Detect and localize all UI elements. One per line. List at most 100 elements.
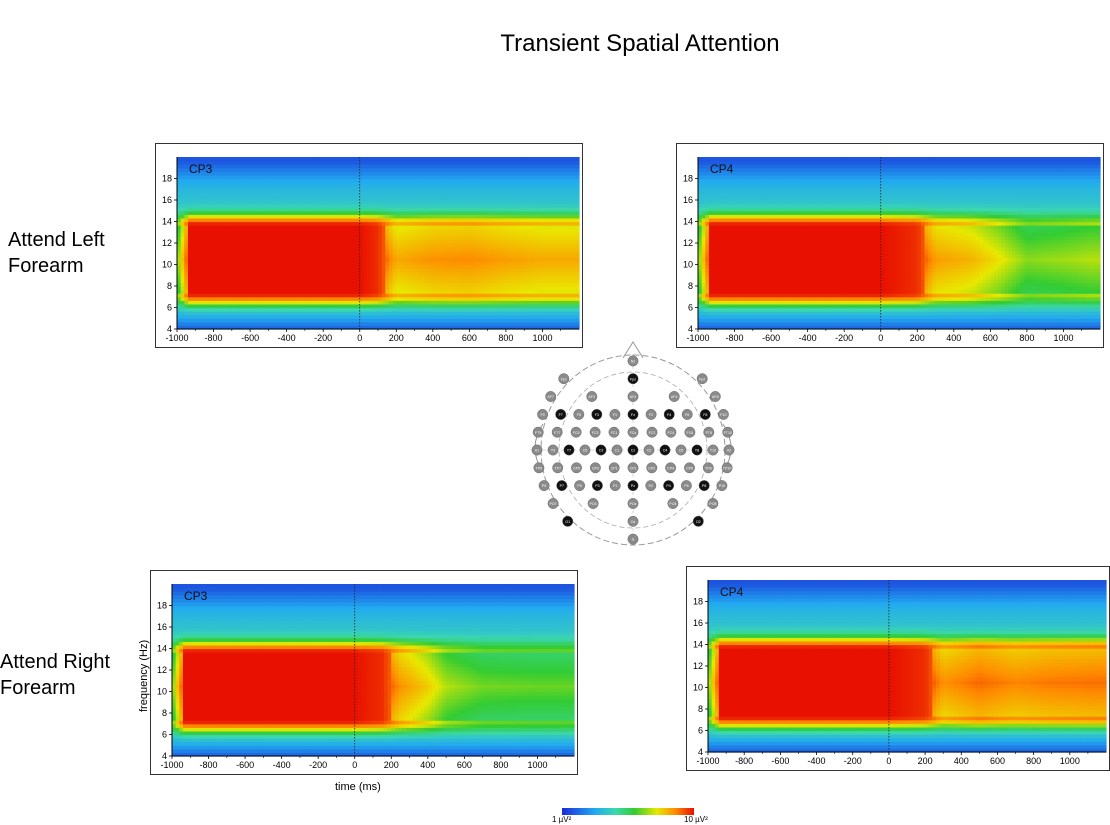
heatmap-cell [235, 232, 240, 237]
heatmap-cell [231, 271, 237, 276]
heatmap-cell [509, 189, 514, 194]
heatmap-cell [177, 314, 182, 319]
heatmap-cell [319, 289, 324, 294]
heatmap-cell [217, 167, 222, 172]
heatmap-cell [308, 286, 313, 291]
heatmap-cell [502, 203, 507, 208]
heatmap-cell [195, 314, 200, 319]
heatmap-cell [546, 171, 551, 176]
heatmap-cell [502, 246, 507, 251]
heatmap-cell [516, 296, 522, 301]
heatmap-cell [546, 271, 551, 276]
heatmap-cell [330, 203, 335, 208]
heatmap-cell [231, 268, 237, 273]
heatmap-cell [282, 196, 288, 201]
heatmap-cell [378, 185, 383, 190]
heatmap-cell [220, 200, 226, 205]
heatmap-cell [341, 260, 346, 266]
heatmap-cell [326, 185, 332, 190]
heatmap-cell [250, 164, 255, 169]
heatmap-cell [531, 282, 536, 287]
heatmap-cell [421, 239, 427, 244]
heatmap-cell [436, 182, 441, 187]
heatmap-cell [341, 221, 346, 226]
heatmap-cell [315, 203, 321, 208]
heatmap-cell [498, 203, 503, 208]
heatmap-cell [191, 246, 196, 251]
heatmap-cell [502, 232, 507, 237]
heatmap-cell [334, 260, 339, 266]
heatmap-cell [374, 185, 379, 190]
heatmap-cell [202, 210, 207, 215]
heatmap-cell [396, 303, 401, 309]
heatmap-cell [348, 250, 354, 255]
heatmap-cell [462, 321, 467, 327]
heatmap-cell [502, 243, 507, 248]
heatmap-cell [261, 235, 266, 241]
heatmap-cell [242, 164, 248, 169]
heatmap-cell [195, 235, 200, 241]
heatmap-cell [319, 243, 324, 248]
heatmap-cell [396, 289, 401, 294]
heatmap-cell [195, 243, 200, 248]
heatmap-cell [191, 174, 196, 180]
heatmap-cell [246, 296, 251, 301]
heatmap-cell [363, 182, 368, 187]
heatmap-cell [261, 221, 266, 226]
heatmap-cell [385, 278, 390, 284]
heatmap-cell [356, 210, 361, 215]
heatmap-cell [253, 289, 258, 294]
heatmap-cell [447, 171, 452, 176]
heatmap-cell [352, 182, 357, 187]
heatmap-cell [282, 167, 288, 172]
heatmap-cell [421, 185, 427, 190]
heatmap-cell [231, 235, 237, 241]
heatmap-cell [392, 239, 397, 244]
heatmap-cell [217, 282, 222, 287]
heatmap-cell [462, 239, 467, 244]
heatmap-cell [520, 303, 525, 309]
heatmap-cell [206, 174, 211, 180]
heatmap-cell [279, 314, 284, 319]
heatmap-cell [516, 210, 522, 215]
heatmap-cell [498, 268, 503, 273]
heatmap-cell [235, 214, 240, 219]
heatmap-cell [465, 225, 470, 230]
heatmap-cell [345, 160, 350, 165]
heatmap-cell [213, 321, 218, 327]
heatmap-cell [312, 174, 317, 180]
heatmap-cell [224, 271, 229, 276]
heatmap-cell [535, 246, 540, 251]
heatmap-cell [516, 174, 522, 180]
heatmap-cell [187, 264, 193, 269]
heatmap-cell [476, 321, 481, 327]
heatmap-cell [381, 157, 386, 162]
heatmap-cell [253, 174, 258, 180]
heatmap-cell [198, 311, 204, 316]
heatmap-cell [206, 311, 211, 316]
heatmap-cell [224, 314, 229, 319]
heatmap-cell [228, 189, 233, 194]
heatmap-cell [209, 307, 215, 312]
heatmap-cell [480, 325, 485, 330]
heatmap-cell [363, 300, 368, 305]
heatmap-cell [246, 268, 251, 273]
heatmap-cell [198, 178, 204, 183]
heatmap-cell [286, 286, 291, 291]
heatmap-cell [323, 264, 328, 269]
heatmap-cell [286, 253, 291, 258]
heatmap-cell [527, 207, 533, 212]
heatmap-cell [524, 171, 529, 176]
heatmap-cell [239, 275, 244, 280]
heatmap-cell [491, 225, 496, 230]
heatmap-cell [458, 282, 463, 287]
heatmap-cell [381, 293, 386, 298]
heatmap-cell [177, 189, 182, 194]
heatmap-cell [487, 325, 492, 330]
heatmap-cell [348, 235, 354, 241]
heatmap-cell [454, 210, 459, 215]
heatmap-cell [323, 289, 328, 294]
heatmap-cell [440, 221, 445, 226]
heatmap-cell [279, 243, 284, 248]
heatmap-cell [542, 160, 547, 165]
